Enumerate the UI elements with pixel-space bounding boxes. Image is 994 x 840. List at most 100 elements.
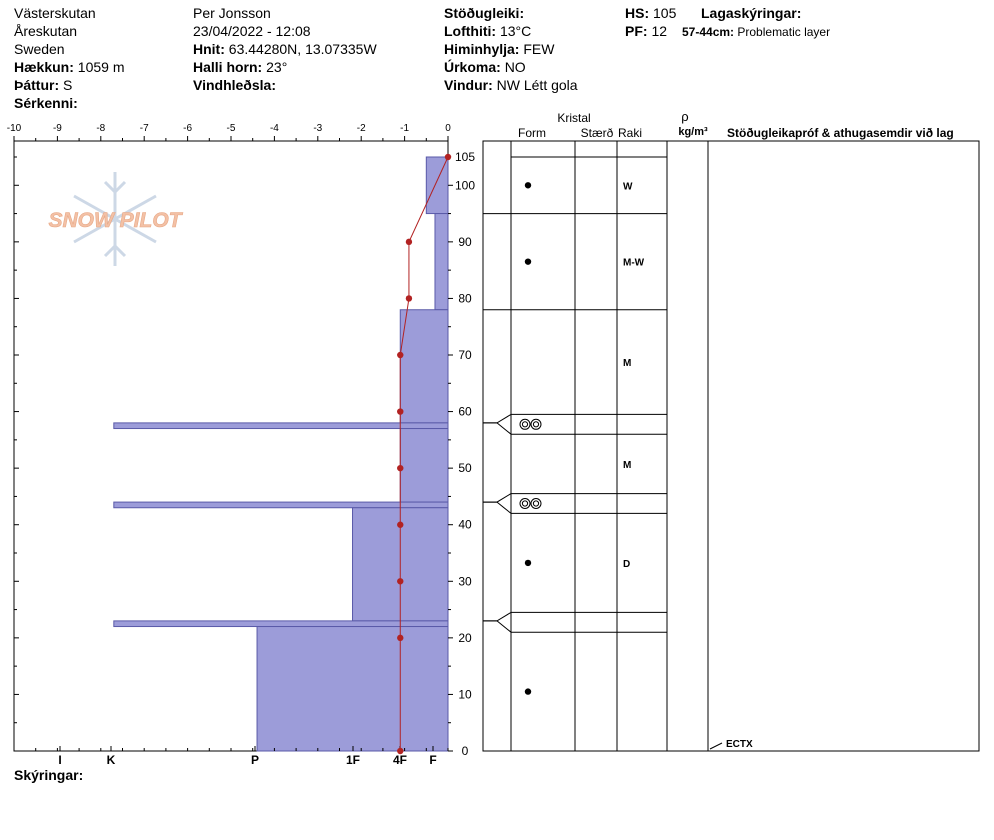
melt-forms-icon [519,418,542,430]
moisture-label: M [623,358,631,369]
melt-forms-circle [530,418,542,430]
hardness-label: K [107,753,116,767]
aspect-label: Þáttur: [14,77,60,93]
temperature-profile [397,153,452,755]
temperature-point [397,521,404,528]
hardness-bar [113,501,449,509]
depth-tick-label: 0 [462,744,469,758]
coordinates-row: Hnit: 63.44280N, 13.07335W [193,40,377,58]
temp-tick-label: 0 [445,123,451,134]
wind-loading-label: Vindhleðsla: [193,77,276,93]
temperature-point [397,464,404,472]
temp-tick-label: -3 [313,123,322,134]
rounded-grain-icon [524,688,532,695]
depth-connector [483,493,512,503]
precip-label: Úrkoma: [444,59,501,75]
slope-row: Halli horn: 23° [193,58,287,76]
depth-tick-label: 80 [458,291,472,305]
temperature-line [399,156,449,751]
melt-forms-circle [521,421,529,428]
melt-forms-icon [519,498,542,509]
hardness-bar [399,428,449,503]
hardness-label: 4F [393,753,407,767]
temperature-axis: -10 -9 -8 -7 -6 -5 -4 -3 -2 -1 0 [7,123,451,141]
depth-tick-label: 70 [458,348,472,362]
melt-forms-circle [521,500,529,507]
snowpilot-logo: SNOW PILOT [48,172,184,266]
rounded-grain-icon [524,559,532,567]
temp-tick-label: -5 [227,123,236,134]
depth-tick-label: 40 [458,518,472,532]
density-unit: kg/m³ [678,126,708,138]
pf-label: PF: [625,23,648,39]
depth-connector [483,422,512,435]
layer-table: Kristal Form Stærð Raki ρ kg/m³ Stöðugle… [482,109,980,752]
depth-tick-label: 90 [458,235,472,249]
moisture-label: M [623,460,631,471]
moisture-label: W [623,181,633,192]
hardness-bar [256,626,449,752]
precip-value: NO [504,59,526,75]
snowflake-icon [73,172,157,266]
observation-datetime: 23/04/2022 - 12:08 [193,23,311,39]
elevation-row: Hækkun: 1059 m [14,58,125,76]
elevation-label: Hækkun: [14,59,74,75]
grain-rows: W M-W M M D [483,156,667,752]
country-name: Sweden [14,41,65,57]
hs-row: HS: 105 [625,4,676,22]
temp-tick-label: -9 [53,123,62,134]
hs-label: HS: [625,5,650,21]
coordinates-label: Hnit: [193,41,225,57]
test-pointer [709,742,723,750]
air-temp-row: Lofthiti: 13°C [444,22,531,40]
depth-tick-label: 30 [458,574,472,588]
depth-tick-label: 100 [455,178,475,192]
aspect-row: Þáttur: S [14,76,72,94]
layer-table-frame [482,140,980,752]
slope-value: 23° [266,59,288,75]
hardness-bar [399,309,449,424]
size-header: Stærð [581,126,614,140]
layer-note-row: 57-44cm: Problematic layer [682,23,830,41]
density-symbol: ρ [681,109,688,124]
melt-forms-circle [519,418,531,430]
hardness-profile [113,156,449,752]
depth-tick-label: 105 [455,150,475,164]
temp-tick-label: -8 [96,123,105,134]
depth-tick-label: 60 [458,405,472,419]
stability-tests: ECTX [709,739,753,750]
temperature-point [405,295,413,302]
hardness-bar [425,156,449,215]
temperature-point [405,238,413,246]
rounded-grain-icon [524,258,532,265]
moisture-label: M-W [623,258,645,269]
pf-value: 12 [651,23,668,39]
comments-label: Skýringar: [14,767,84,783]
temp-tick-label: -7 [140,123,149,134]
layer-note-text: Problematic layer [737,25,831,39]
depth-connector [483,611,512,622]
air-temp-value: 13°C [499,23,532,39]
wind-value: NW Létt gola [496,77,578,93]
depth-tick-label: 10 [458,687,472,701]
temperature-point [397,747,404,755]
test-label: ECTX [726,739,753,750]
temperature-point [397,634,404,642]
temperature-point [397,578,404,585]
temp-tick-label: -10 [7,123,22,134]
moisture-header: Raki [618,126,642,140]
pf-row: PF: 12 [625,22,667,40]
crystal-header: Kristal [557,111,590,125]
melt-forms-circle [532,500,540,507]
depth-tick-label: 20 [458,631,472,645]
temp-tick-label: -1 [400,123,409,134]
rounded-grain-icon [524,182,532,189]
coordinates-value: 63.44280N, 13.07335W [228,41,377,57]
form-header: Form [518,126,546,140]
elevation-value: 1059 m [77,59,125,75]
moisture-label: D [623,559,630,570]
sky-row: Himinhylja: FEW [444,40,554,58]
melt-forms-circle [530,498,542,509]
stability-label: Stöðugleiki: [444,5,525,21]
